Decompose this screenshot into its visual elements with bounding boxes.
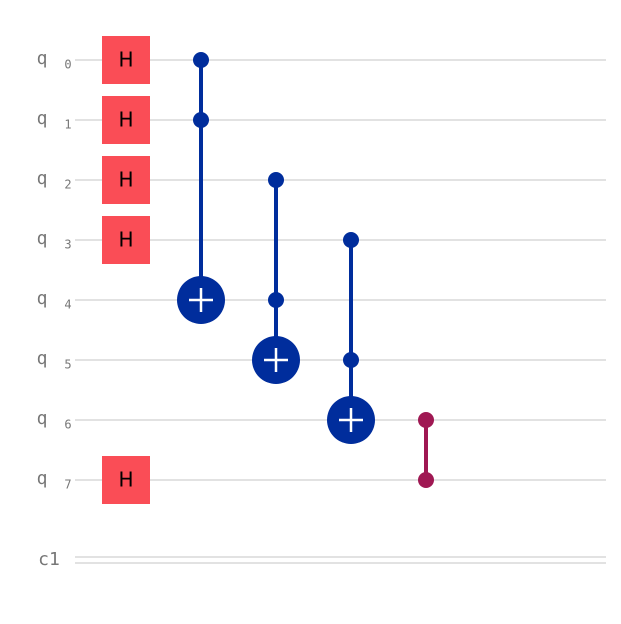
h-gate (102, 456, 150, 504)
qubit-index: 5 (64, 358, 71, 372)
h-gate-label: H (118, 48, 133, 72)
h-gate (102, 96, 150, 144)
qubit-name: q (37, 228, 48, 249)
control-dot (193, 112, 209, 128)
qubit-index: 0 (64, 58, 71, 72)
cz-dot (418, 472, 434, 488)
control-dot (343, 232, 359, 248)
qubit-index: 7 (64, 478, 71, 492)
h-gate-label: H (118, 108, 133, 132)
qubit-name: q (37, 168, 48, 189)
control-dot (268, 172, 284, 188)
qubit-index: 6 (64, 418, 71, 432)
h-gate-label: H (118, 228, 133, 252)
qubit-name: q (37, 468, 48, 489)
cz-dot (418, 412, 434, 428)
target-plus (339, 408, 363, 432)
classical-name: c1 (38, 549, 60, 570)
qubit-name: q (37, 108, 48, 129)
control-dot (343, 352, 359, 368)
h-gate-label: H (118, 468, 133, 492)
qubit-name: q (37, 48, 48, 69)
h-gate (102, 156, 150, 204)
qubit-name: q (37, 408, 48, 429)
control-dot (268, 292, 284, 308)
qubit-index: 3 (64, 238, 71, 252)
qubit-index: 1 (64, 118, 71, 132)
control-dot (193, 52, 209, 68)
qubit-name: q (37, 348, 48, 369)
h-gate (102, 36, 150, 84)
target-plus (264, 348, 288, 372)
h-gate-label: H (118, 168, 133, 192)
qubit-index: 4 (64, 298, 71, 312)
qubit-index: 2 (64, 178, 71, 192)
target-plus (189, 288, 213, 312)
h-gate (102, 216, 150, 264)
qubit-name: q (37, 288, 48, 309)
